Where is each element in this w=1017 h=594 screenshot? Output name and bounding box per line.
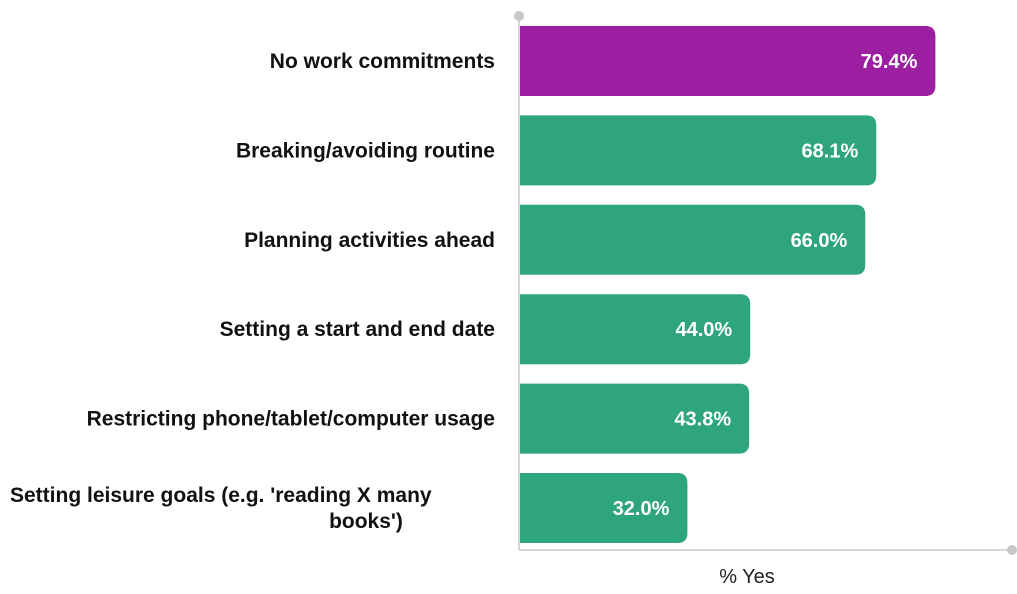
y-axis-end-marker — [514, 11, 524, 21]
bar — [520, 294, 751, 365]
bar-value-label: 79.4% — [861, 51, 918, 73]
category-label: No work commitments — [270, 50, 495, 73]
bar — [520, 383, 750, 454]
category-label: Breaking/avoiding routine — [236, 139, 495, 162]
bar-value-label: 68.1% — [802, 140, 859, 162]
bar-value-label: 44.0% — [675, 319, 732, 341]
bar — [520, 204, 866, 275]
value-labels: 79.4% 68.1% 66.0% 44.0% 43.8% 32.0% — [613, 51, 918, 520]
bar — [520, 26, 936, 96]
bar-value-label: 32.0% — [613, 498, 670, 520]
bar-value-label: 43.8% — [674, 409, 731, 431]
category-label: Setting a start and end date — [220, 318, 495, 341]
category-label: Restricting phone/tablet/computer usage — [87, 408, 495, 431]
x-axis-end-marker — [1007, 545, 1017, 555]
category-labels: No work commitments Breaking/avoiding rou… — [10, 50, 495, 533]
x-axis-title: % Yes — [719, 566, 775, 588]
bar — [520, 473, 688, 543]
category-label: Setting leisure goals (e.g. 'reading X m… — [10, 484, 432, 533]
bar — [520, 115, 877, 186]
category-label: Planning activities ahead — [244, 229, 495, 252]
chart-axes — [514, 11, 1017, 555]
bar-value-label: 66.0% — [791, 230, 848, 252]
bars-group — [520, 26, 936, 543]
